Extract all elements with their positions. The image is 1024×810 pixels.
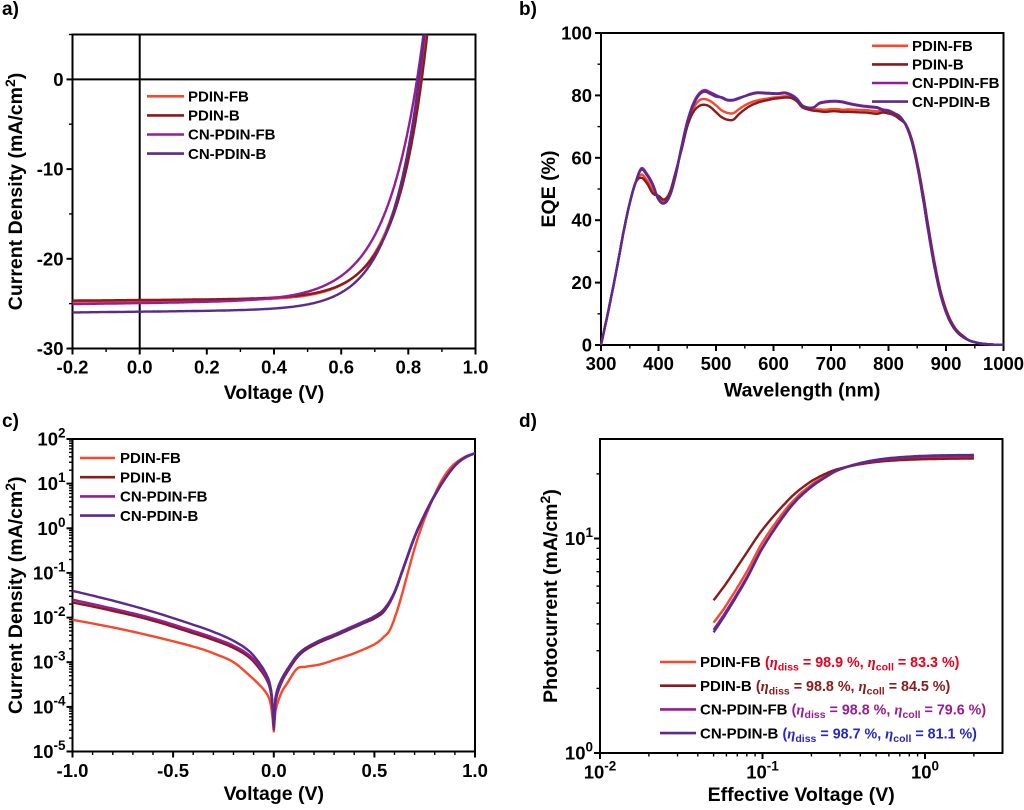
svg-text:400: 400: [643, 353, 674, 374]
svg-text:100: 100: [561, 23, 592, 44]
svg-text:CN-PDIN-B (ηdiss = 98.7 %, ηco: CN-PDIN-B (ηdiss = 98.7 %, ηcoll = 81.1 …: [700, 725, 977, 745]
svg-text:-0.2: -0.2: [57, 357, 89, 378]
svg-text:-1.0: -1.0: [57, 760, 89, 781]
svg-text:1.0: 1.0: [463, 357, 489, 378]
svg-text:800: 800: [873, 353, 904, 374]
svg-text:-0.5: -0.5: [157, 760, 189, 781]
svg-text:CN-PDIN-FB: CN-PDIN-FB: [912, 75, 1000, 92]
svg-text:PDIN-B: PDIN-B: [120, 469, 172, 486]
svg-text:1.0: 1.0: [462, 760, 488, 781]
svg-text:PDIN-FB: PDIN-FB: [120, 450, 181, 467]
svg-text:Wavelength (nm): Wavelength (nm): [724, 380, 880, 402]
svg-text:Current Density (mA/cm2): Current Density (mA/cm2): [2, 476, 27, 714]
svg-text:CN-PDIN-FB: CN-PDIN-FB: [188, 127, 276, 144]
svg-text:CN-PDIN-B: CN-PDIN-B: [120, 508, 198, 525]
svg-text:CN-PDIN-FB (ηdiss = 98.8 %, ηc: CN-PDIN-FB (ηdiss = 98.8 %, ηcoll = 79.6…: [700, 702, 986, 722]
svg-text:0: 0: [53, 69, 63, 90]
svg-text:CN-PDIN-B: CN-PDIN-B: [912, 94, 990, 111]
svg-text:600: 600: [758, 353, 789, 374]
svg-text:Voltage (V): Voltage (V): [224, 783, 324, 805]
svg-text:0.2: 0.2: [194, 357, 220, 378]
svg-text:-20: -20: [37, 248, 64, 269]
svg-text:PDIN-FB: PDIN-FB: [912, 38, 973, 55]
svg-text:c): c): [2, 411, 19, 432]
svg-text:20: 20: [571, 272, 592, 293]
svg-text:PDIN-B (ηdiss = 98.8 %, ηcoll: PDIN-B (ηdiss = 98.8 %, ηcoll = 84.5 %): [700, 678, 951, 698]
svg-text:500: 500: [701, 353, 732, 374]
svg-text:0.8: 0.8: [395, 357, 421, 378]
svg-text:Voltage (V): Voltage (V): [224, 382, 324, 404]
svg-text:80: 80: [571, 85, 592, 106]
svg-text:PDIN-B: PDIN-B: [188, 108, 240, 125]
svg-text:0.4: 0.4: [261, 357, 287, 378]
svg-text:CN-PDIN-B: CN-PDIN-B: [188, 146, 266, 163]
svg-text:Effective Voltage (V): Effective Voltage (V): [708, 784, 895, 806]
svg-text:900: 900: [931, 353, 962, 374]
svg-text:700: 700: [816, 353, 847, 374]
svg-text:40: 40: [571, 210, 592, 231]
svg-text:d): d): [519, 411, 537, 432]
svg-text:60: 60: [571, 147, 592, 168]
svg-text:0: 0: [582, 335, 592, 356]
svg-text:a): a): [2, 0, 19, 20]
svg-text:1000: 1000: [983, 353, 1024, 374]
svg-text:PDIN-FB: PDIN-FB: [188, 89, 249, 106]
svg-text:CN-PDIN-FB: CN-PDIN-FB: [120, 489, 208, 506]
svg-text:0.0: 0.0: [261, 760, 287, 781]
svg-text:b): b): [519, 0, 537, 20]
svg-text:0.0: 0.0: [127, 357, 153, 378]
svg-text:EQE (%): EQE (%): [538, 151, 560, 228]
svg-text:0.5: 0.5: [362, 760, 388, 781]
svg-text:-30: -30: [37, 338, 64, 359]
svg-text:300: 300: [586, 353, 617, 374]
svg-text:10-2: 10-2: [33, 604, 66, 628]
svg-text:PDIN-FB (ηdiss = 98.9 %, ηcoll: PDIN-FB (ηdiss = 98.9 %, ηcoll = 83.3 %): [700, 654, 960, 674]
svg-text:Current Density (mA/cm2): Current Density (mA/cm2): [2, 73, 27, 311]
svg-text:-10: -10: [37, 159, 64, 180]
svg-text:Photocurrent (mA/cm2): Photocurrent (mA/cm2): [537, 489, 562, 703]
svg-text:0.6: 0.6: [328, 357, 354, 378]
svg-text:PDIN-B: PDIN-B: [912, 57, 964, 74]
